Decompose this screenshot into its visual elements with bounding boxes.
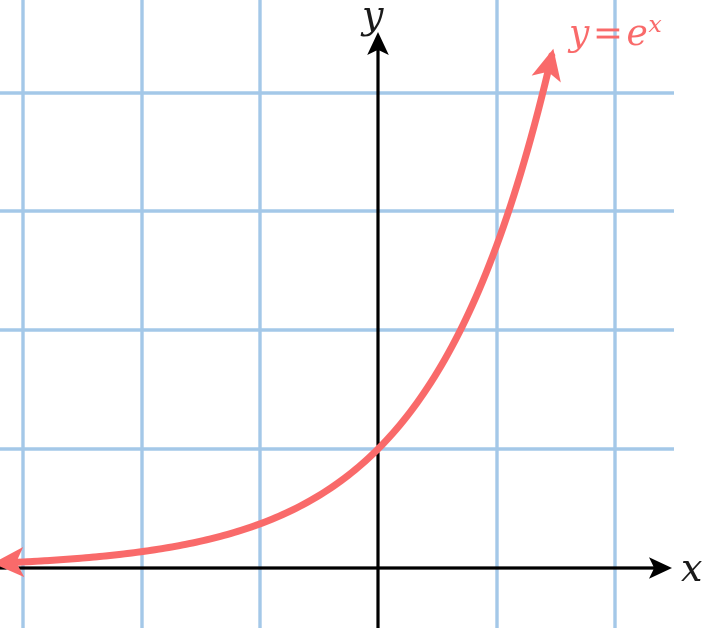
equation-exponent: x (648, 10, 663, 38)
x-axis-label: x (681, 546, 703, 590)
gridlines-horizontal (0, 91, 674, 451)
equation-lhs: y (569, 13, 590, 54)
equation-base: e (626, 13, 649, 54)
equation-operator: = (592, 13, 624, 54)
y-axis-label: y (362, 0, 384, 37)
exponential-curve (0, 48, 561, 578)
curve-equation-label: y=ex (569, 12, 662, 54)
